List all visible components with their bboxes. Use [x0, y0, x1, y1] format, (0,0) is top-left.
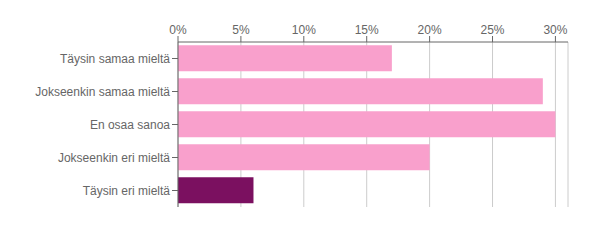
- svg-text:20%: 20%: [418, 23, 442, 37]
- svg-text:0%: 0%: [169, 23, 187, 37]
- svg-text:25%: 25%: [481, 23, 505, 37]
- svg-text:Täysin eri mieltä: Täysin eri mieltä: [83, 184, 171, 198]
- svg-text:Täysin samaa mieltä: Täysin samaa mieltä: [60, 52, 170, 66]
- svg-text:10%: 10%: [292, 23, 316, 37]
- svg-text:Jokseenkin eri mieltä: Jokseenkin eri mieltä: [58, 151, 170, 165]
- svg-text:Jokseenkin samaa mieltä: Jokseenkin samaa mieltä: [35, 85, 170, 99]
- svg-text:En osaa sanoa: En osaa sanoa: [90, 118, 170, 132]
- svg-text:15%: 15%: [355, 23, 379, 37]
- svg-text:5%: 5%: [232, 23, 250, 37]
- svg-text:30%: 30%: [543, 23, 567, 37]
